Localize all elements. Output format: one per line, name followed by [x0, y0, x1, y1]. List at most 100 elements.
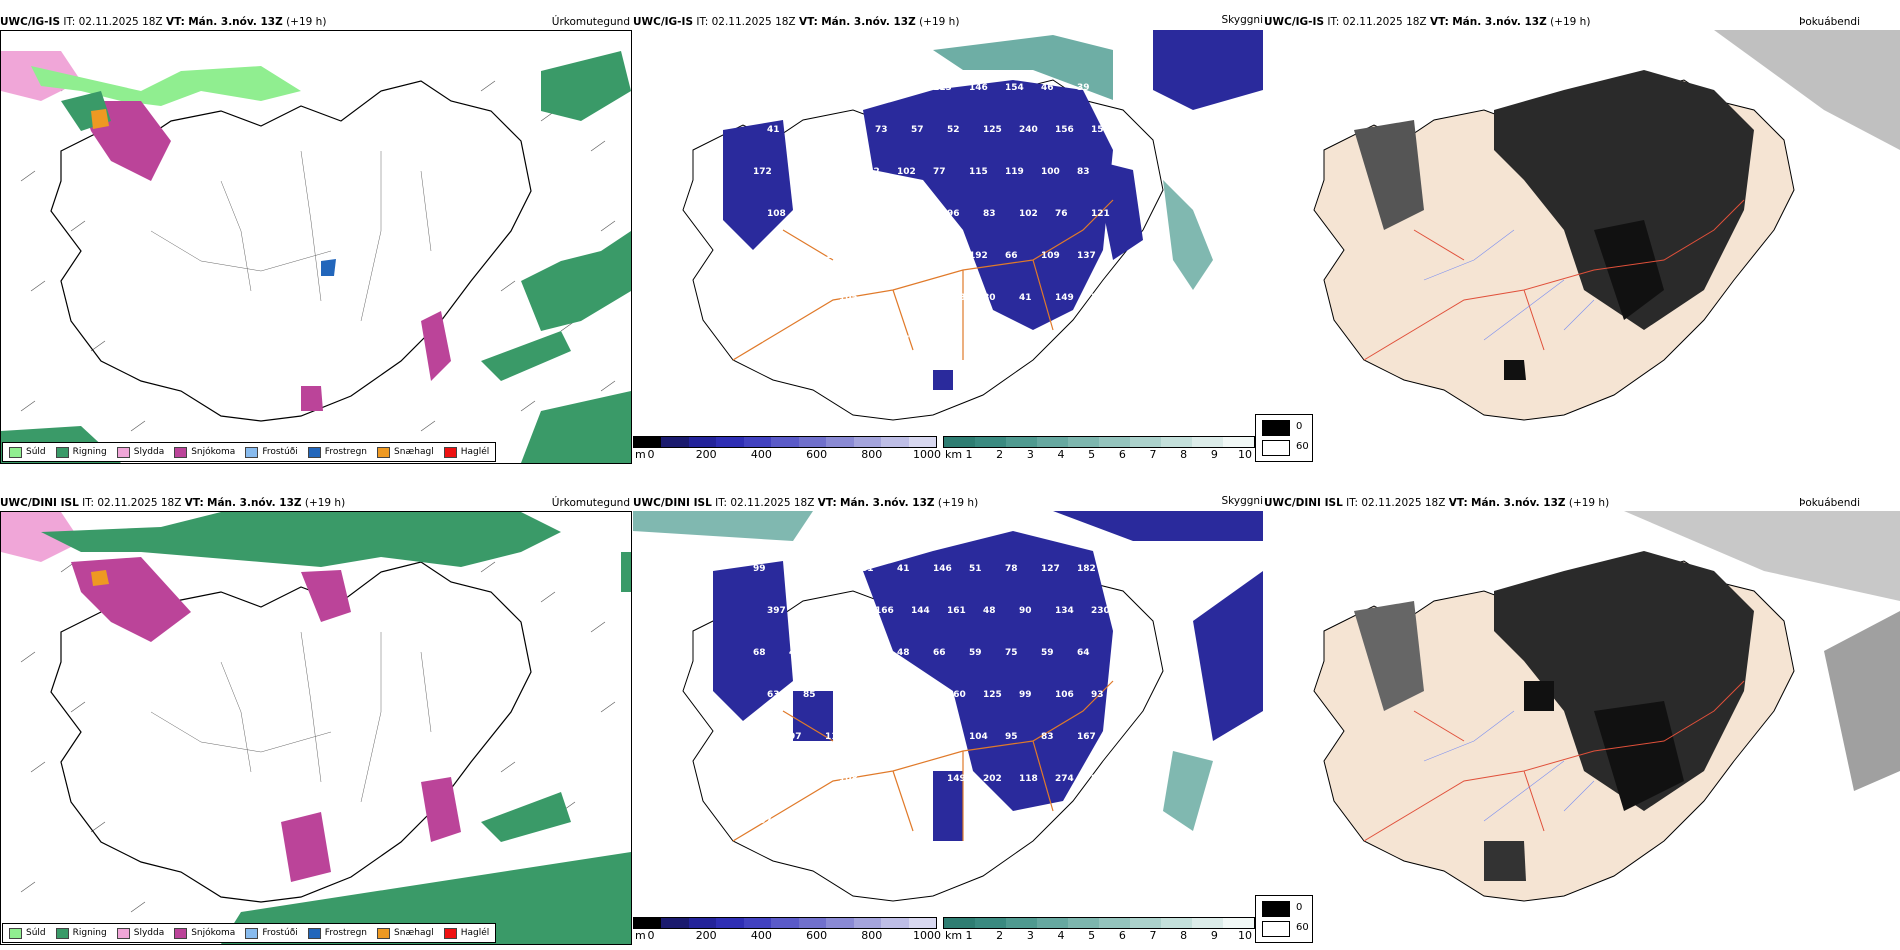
cloudbase-label: 507 — [839, 606, 858, 616]
precip-areas — [1, 51, 631, 463]
cloudbase-label: 99 — [753, 564, 766, 574]
it-label: IT: — [82, 497, 95, 509]
cloudbase-label: 158 — [1091, 125, 1110, 135]
rivers — [150, 631, 432, 803]
cloudbase-label: 88 — [861, 251, 874, 261]
precip-legend: Súld Rigning Slydda Snjókoma Frostúði Frostre… — [2, 442, 497, 462]
legend-swatch — [9, 927, 22, 939]
model-name: UWC/IG-IS — [633, 16, 694, 28]
cloudbase-label: 96 — [825, 564, 838, 574]
cloudbase-label: 33 — [1091, 293, 1104, 303]
cloudbase-label: 78 — [1005, 564, 1018, 574]
colorbar-tick: 2 — [996, 929, 1004, 942]
cloudbase-label: 97 — [789, 732, 802, 742]
legend-swatch — [377, 927, 391, 939]
legend-swatch — [245, 446, 259, 458]
cloudbase-label: 93 — [1091, 690, 1104, 700]
cloudbase-label: 144 — [911, 606, 930, 616]
colorbar-row: m 0 200 400 600 800 1000 km 1 2 3 4 5 6 7 8 9 10 — [633, 436, 1273, 466]
cloudbase-label: 46 — [1041, 83, 1054, 93]
precip-map-svg — [1, 51, 631, 463]
colorbar-tick: 8 — [1180, 448, 1188, 461]
lead-time: (+19 h) — [919, 16, 960, 28]
legend-swatch — [377, 446, 391, 458]
panel-header: UWC/IG-IS IT: 02.11.2025 18Z VT: Mán. 3.… — [0, 14, 632, 30]
precip-panel-1: UWC/IG-IS IT: 02.11.2025 18Z VT: Mán. 3.… — [0, 14, 632, 464]
precip-map[interactable] — [0, 30, 632, 464]
cloudbase-label: 75 — [969, 335, 982, 345]
cloudbase-label: 115 — [969, 167, 988, 177]
colorbar-segment — [1099, 918, 1130, 928]
colorbar-tick: 1000 — [913, 448, 941, 461]
cloudbase-label: 57 — [911, 125, 924, 135]
cloudbase-colorbar — [633, 917, 937, 929]
cloudbase-panel-2: 99 52 96 61 41 146 51 78 127 182 397 370 507 166 144 16… — [633, 495, 1263, 945]
cloudbase-header-2: UWC/DINI ISL IT: 02.11.2025 18Z VT: Mán.… — [633, 495, 1233, 511]
cloudbase-label: 108 — [825, 251, 844, 261]
cloudbase-label: 41 — [767, 125, 780, 135]
cloudbase-label: 64 — [1077, 648, 1090, 658]
colorbar-tick: 1 — [965, 929, 973, 942]
cloudbase-map[interactable]: 99 52 96 61 41 146 51 78 127 182 397 370 507 166 144 16… — [633, 511, 1263, 911]
cloudbase-label: 156 — [1055, 125, 1074, 135]
cloudbase-label: 146 — [969, 83, 988, 93]
legend-label: Frostregn — [324, 928, 368, 938]
vt-value: Mán. 3.nóv. 13Z — [1471, 497, 1566, 509]
colorbar-tick: 0 — [647, 929, 655, 942]
colorbar-segment — [634, 918, 662, 928]
fog-areas — [1354, 551, 1754, 881]
fog-areas — [1354, 70, 1754, 380]
colorbar-tick: 9 — [1210, 929, 1218, 942]
legend-swatch — [55, 446, 69, 458]
cloudbase-label: 93 — [803, 209, 816, 219]
colorbar-tick: 9 — [1210, 448, 1218, 461]
cloudbase-labels: 136 119 62 50 53 113 146 154 46 39 41 96 58 73 57 52 125… — [753, 83, 1110, 345]
cloudbase-panel-1: 136 119 62 50 53 113 146 154 46 39 41 96 58 73 57 52 125… — [633, 14, 1263, 464]
cloudbase-areas — [723, 80, 1143, 390]
colorbar-tick: 8 — [1180, 929, 1188, 942]
legend-item-rigning: Rigning — [55, 927, 107, 939]
cloudbase-label: 61 — [861, 564, 874, 574]
panel-title: Úrkomutegund — [551, 16, 630, 28]
legend-swatch — [116, 446, 130, 458]
lead-time: (+19 h) — [286, 16, 327, 28]
cloudbase-label: 80 — [789, 816, 802, 826]
cloudbase-label: 68 — [753, 648, 766, 658]
fog-map[interactable] — [1264, 511, 1900, 911]
cloudbase-label: 44 — [789, 648, 802, 658]
cloudbase-label: 39 — [825, 335, 838, 345]
fog-map[interactable] — [1264, 30, 1900, 430]
colorbar-segment — [771, 437, 799, 447]
vt-value: Mán. 3.nóv. 13Z — [188, 16, 283, 28]
panel-header: UWC/DINI ISL IT: 02.11.2025 18Z VT: Mán.… — [0, 495, 632, 511]
legend-swatch — [55, 927, 69, 939]
it-value: 02.11.2025 18Z — [1361, 497, 1446, 509]
cloudbase-map[interactable]: 136 119 62 50 53 113 146 154 46 39 41 96 58 73 57 52 125… — [633, 30, 1263, 430]
cloudbase-label: 230 — [1091, 606, 1110, 616]
panel-header: UWC/IG-IS IT: 02.11.2025 18Z VT: Mán. 3.… — [1264, 14, 1900, 30]
cloudbase-label: 106 — [1055, 690, 1074, 700]
lead-time: (+19 h) — [1550, 16, 1591, 28]
precip-map[interactable] — [0, 511, 632, 945]
it-label: IT: — [715, 497, 728, 509]
cloudbase-label: 76 — [1055, 209, 1068, 219]
vt-label: VT: — [1429, 16, 1449, 28]
colorbar-tick: 600 — [806, 929, 828, 942]
colorbar-segment — [798, 918, 827, 928]
cloudbase-label: 59 — [969, 648, 982, 658]
cloudbase-label: 58 — [839, 125, 852, 135]
roads — [732, 199, 1114, 361]
cloudbase-label: 134 — [1055, 606, 1074, 616]
cloudbase-label: 52 — [947, 125, 960, 135]
fog-rivers — [1423, 229, 1595, 341]
fog-legend-white-label: 60 — [1296, 922, 1309, 933]
cloudbase-label: 233 — [947, 293, 966, 303]
cloudbase-label: 63 — [767, 690, 780, 700]
legend-label: Súld — [26, 928, 46, 938]
cloudbase-label: 226 — [789, 167, 808, 177]
cloudbase-label: 41 — [897, 564, 910, 574]
colorbar-segment — [1130, 918, 1161, 928]
colorbar-segment — [826, 437, 854, 447]
cloudbase-label: 156 — [803, 774, 822, 784]
cloudbase-label: 115 — [911, 774, 930, 784]
